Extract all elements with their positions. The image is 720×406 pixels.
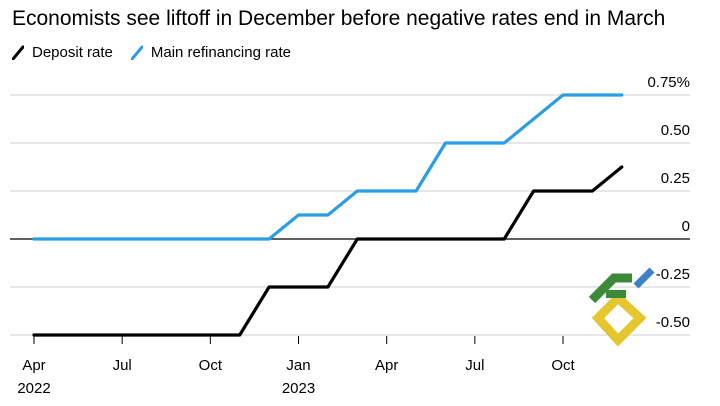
x-tick-year-label: 2022 [17, 380, 50, 397]
x-tick-label: Oct [199, 357, 223, 374]
logo-yellow-shape [591, 291, 647, 347]
series-layer [32, 93, 624, 337]
y-tick-label: 0 [682, 218, 690, 235]
legend-label-main-refinancing-rate: Main refinancing rate [150, 44, 291, 61]
series-line-deposit-rate [32, 165, 624, 337]
y-tick-label: 0.75% [647, 74, 690, 91]
x-tick-label: Jan [286, 357, 310, 374]
y-tick-label: -0.50 [656, 314, 690, 331]
y-tick-label: -0.25 [656, 266, 690, 283]
legend-swatch-line [130, 45, 143, 60]
logo-blue-shape [633, 267, 655, 289]
x-tick-label: Oct [551, 357, 575, 374]
legend-item-deposit-rate: Deposit rate [12, 44, 113, 61]
legend-swatch-main-refinancing-rate [130, 45, 143, 60]
y-tick-label: 0.50 [661, 122, 690, 139]
x-tick-label: Apr [22, 357, 45, 374]
x-tick-year-label: 2023 [282, 380, 315, 397]
legend-swatch-line [12, 45, 24, 60]
watermark-logo [588, 267, 655, 347]
legend-item-main-refinancing-rate: Main refinancing rate [130, 44, 291, 61]
grid-layer [10, 94, 690, 336]
chart-legend: Deposit rate Main refinancing rate [12, 44, 309, 61]
legend-label-deposit-rate: Deposit rate [32, 44, 113, 61]
chart-title: Economists see liftoff in December befor… [12, 7, 666, 30]
tick-layer: 0.75% 0.50 0.25 0 -0.25 -0.50 Apr 2022 Jul Oct Jan… [17, 74, 690, 397]
logo-green-shape [588, 273, 632, 304]
x-tick-label: Jul [113, 357, 132, 374]
y-tick-label: 0.25 [661, 170, 690, 187]
x-tick-label: Apr [375, 357, 398, 374]
x-tick-label: Jul [465, 357, 484, 374]
series-line-main-refinancing-rate [32, 93, 624, 241]
legend-swatch-deposit-rate [12, 45, 24, 60]
